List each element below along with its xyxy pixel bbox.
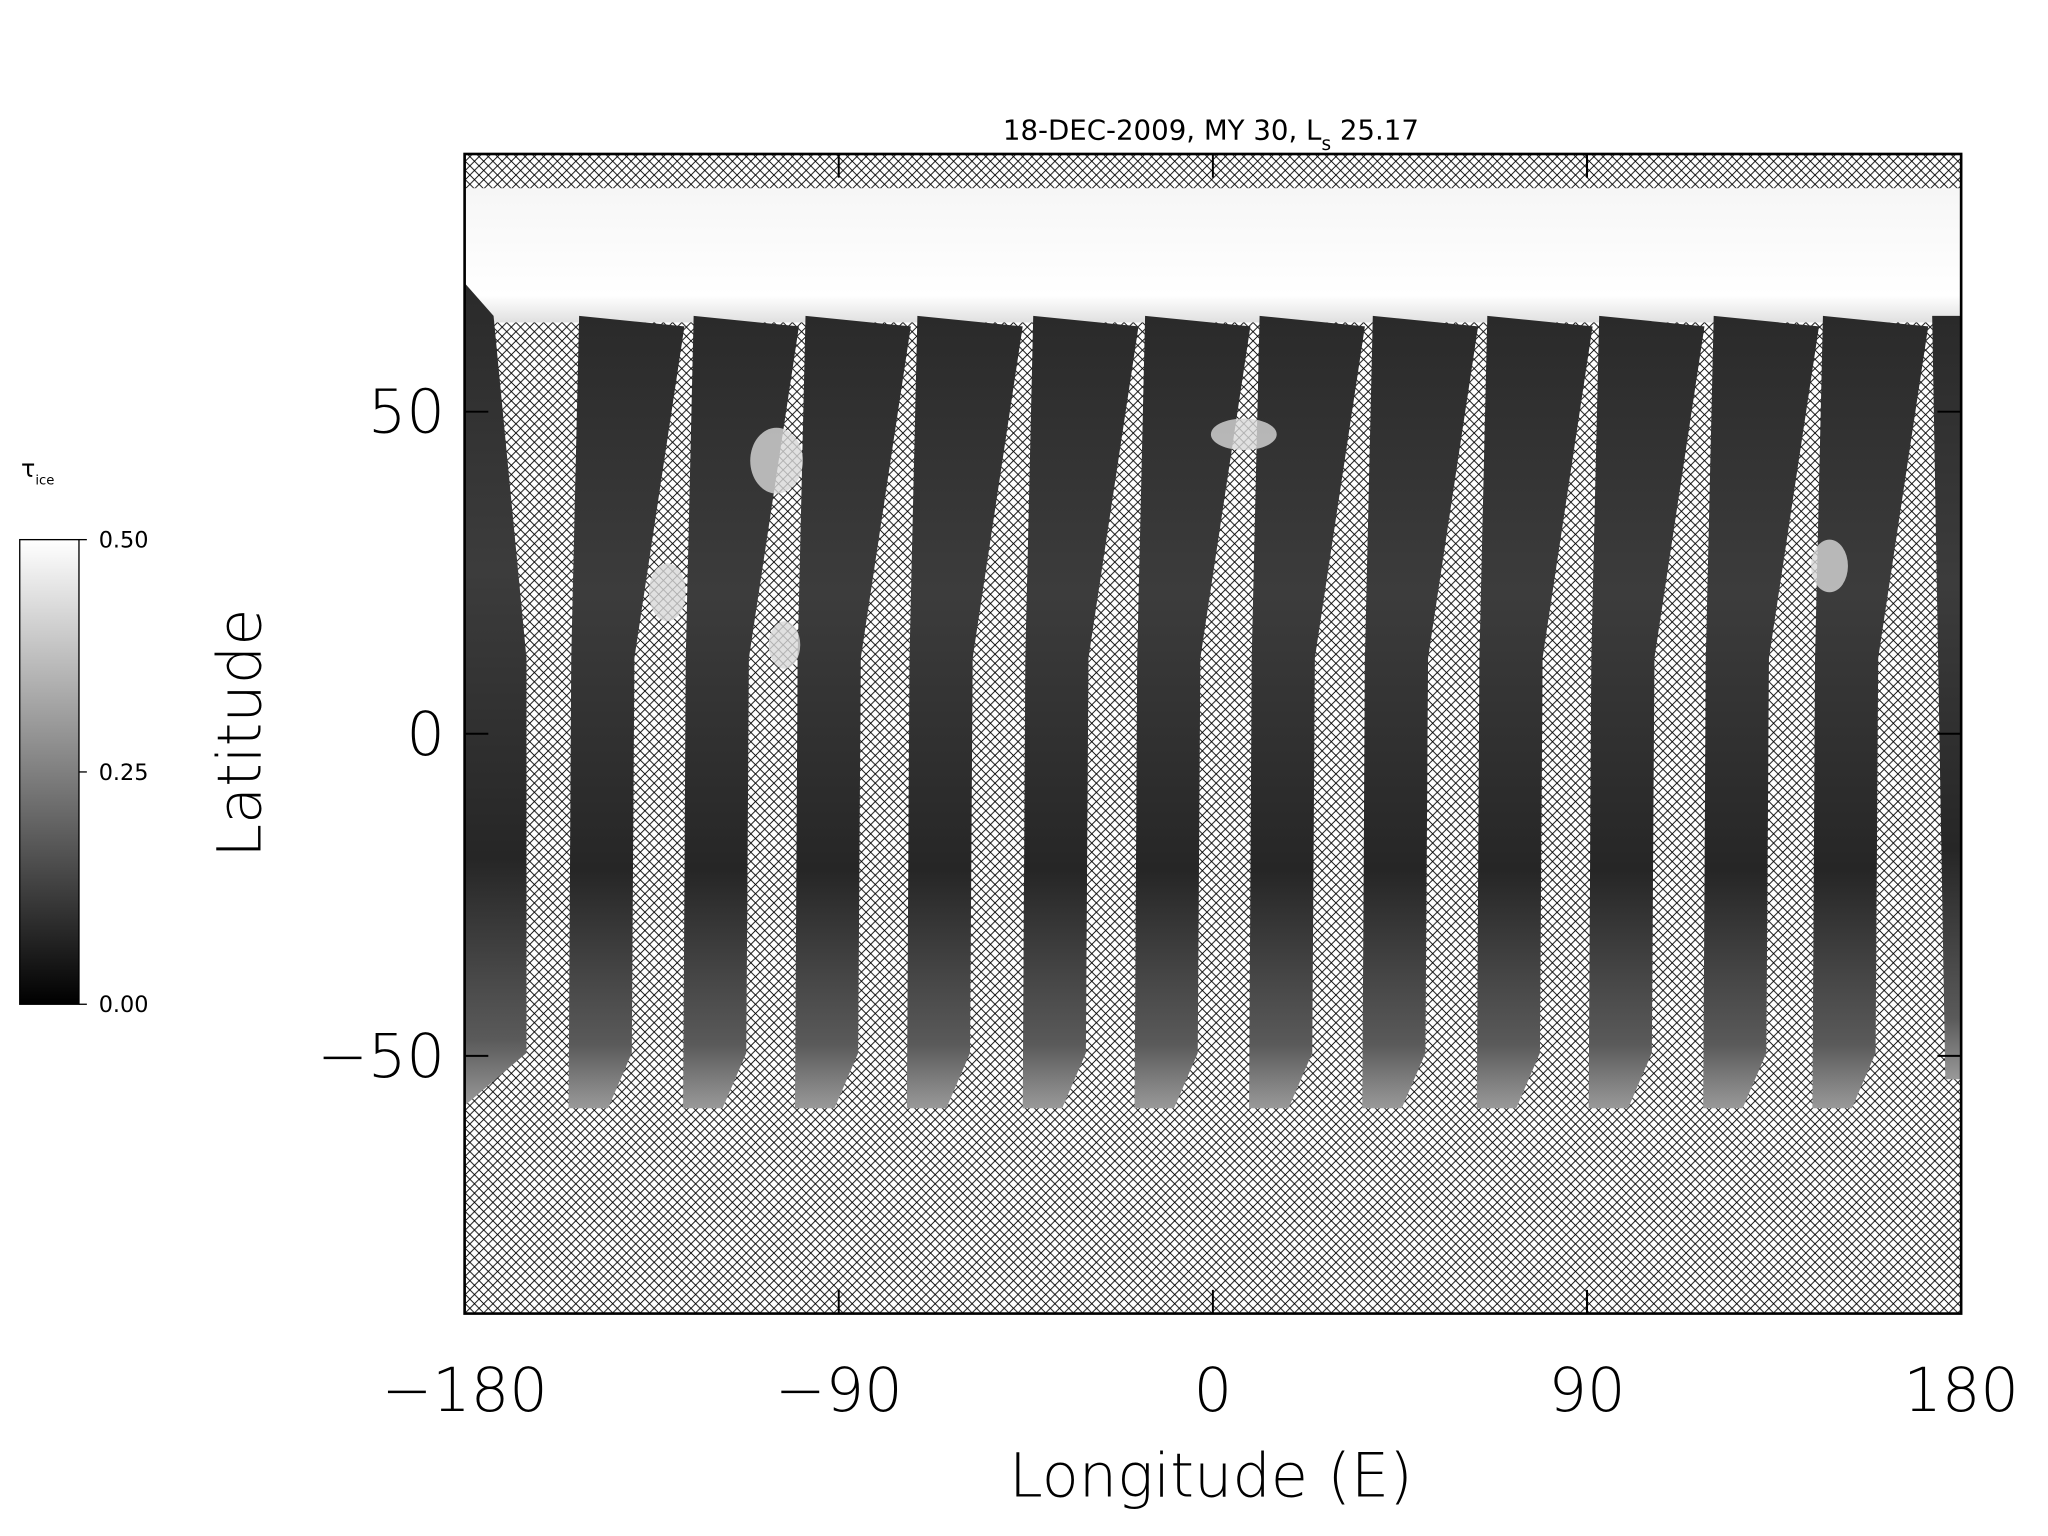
y-tick-label: 0 bbox=[406, 700, 445, 770]
x-tick-label: 90 bbox=[1548, 1356, 1625, 1426]
colorbar-tick-label: 0.50 bbox=[99, 528, 149, 554]
orbit-swath bbox=[1249, 315, 1365, 1109]
orbit-swath bbox=[1476, 315, 1593, 1109]
right-edge-swath bbox=[1932, 315, 1962, 1080]
x-tick-label: −90 bbox=[775, 1356, 903, 1426]
title-rest: 25.17 bbox=[1331, 114, 1419, 147]
orbit-swath bbox=[1022, 315, 1139, 1109]
y-tick-label: 50 bbox=[368, 378, 445, 448]
cloud-patch bbox=[648, 563, 686, 622]
colorbar-subscript: ice bbox=[35, 473, 54, 488]
x-axis-label: Longitude (E) bbox=[1009, 1442, 1413, 1512]
chart-title: 18-DEC-2009, MY 30, Ls 25.17 bbox=[1003, 114, 1419, 156]
cloud-patch bbox=[750, 427, 803, 494]
colorbar-symbol: τ bbox=[21, 454, 35, 482]
orbit-swath bbox=[683, 315, 799, 1109]
title-text: 18-DEC-2009, MY 30, L bbox=[1003, 114, 1322, 147]
orbit-swath bbox=[1134, 315, 1251, 1109]
y-tick-label: −50 bbox=[317, 1022, 445, 1092]
cloud-patch bbox=[1811, 539, 1848, 593]
orbit-swath bbox=[1703, 315, 1819, 1109]
orbit-swath bbox=[906, 315, 1023, 1109]
colorbar-label: τice bbox=[21, 454, 54, 488]
orbit-swath bbox=[568, 315, 685, 1109]
x-tick-label: 180 bbox=[1903, 1356, 2019, 1426]
orbit-swath bbox=[794, 315, 911, 1109]
colorbar-tick-label: 0.25 bbox=[99, 760, 149, 786]
y-axis-label: Latitude bbox=[206, 609, 276, 858]
x-tick-label: −180 bbox=[381, 1356, 547, 1426]
cloud-patch bbox=[768, 621, 801, 669]
orbit-swath bbox=[1588, 315, 1705, 1109]
x-tick-label: 0 bbox=[1194, 1356, 1233, 1426]
orbit-swath bbox=[1362, 315, 1479, 1109]
title-subscript: s bbox=[1321, 134, 1331, 155]
colorbar-tick-label: 0.00 bbox=[99, 992, 149, 1018]
cloud-patch bbox=[1210, 418, 1277, 451]
orbit-swath bbox=[464, 282, 527, 1106]
colorbar bbox=[19, 538, 80, 1005]
orbit-swath bbox=[1812, 315, 1929, 1109]
map-image bbox=[464, 153, 1962, 1314]
polar-cap bbox=[464, 188, 1962, 323]
